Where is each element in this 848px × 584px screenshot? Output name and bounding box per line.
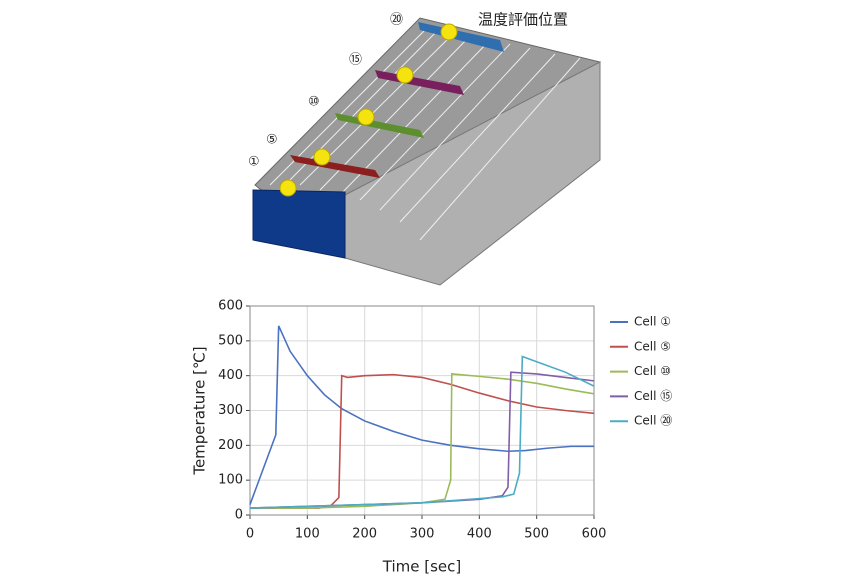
x-tick-label: 400 bbox=[467, 527, 492, 542]
sensor bbox=[313, 148, 331, 166]
sensors bbox=[279, 23, 458, 197]
legend-label: Cell ① bbox=[634, 315, 671, 329]
y-tick-label: 400 bbox=[218, 368, 243, 383]
series-line bbox=[250, 373, 595, 509]
y-tick-label: 300 bbox=[218, 403, 243, 418]
cell-20 bbox=[418, 22, 504, 52]
y-axis-label: Temperature [℃] bbox=[191, 346, 209, 475]
y-tick-label: 0 bbox=[235, 508, 243, 523]
cell-label: ⑤ bbox=[266, 133, 278, 148]
y-tick-label: 200 bbox=[218, 438, 243, 453]
series-line bbox=[249, 325, 594, 505]
legend-label: Cell ⑳ bbox=[634, 414, 672, 428]
x-tick-label: 0 bbox=[246, 527, 254, 542]
x-tick-label: 600 bbox=[582, 527, 607, 542]
cell-label: ① bbox=[248, 155, 260, 170]
sensor bbox=[357, 108, 375, 126]
x-tick-label: 200 bbox=[352, 527, 377, 542]
legend-label: Cell ⑤ bbox=[634, 339, 671, 353]
sensor bbox=[396, 66, 414, 84]
y-tick-label: 600 bbox=[218, 299, 243, 314]
x-tick-label: 300 bbox=[410, 527, 435, 542]
x-axis-label: Time [sec] bbox=[382, 558, 461, 576]
y-tick-label: 100 bbox=[218, 473, 243, 488]
series-line bbox=[250, 373, 595, 509]
battery-pack: ① ⑤ ⑩ ⑮ ⑳ 温度評価位置 bbox=[248, 11, 601, 286]
cell-label: ⑳ bbox=[390, 13, 403, 28]
cell-label: ⑩ bbox=[308, 95, 320, 110]
cell-5 bbox=[290, 155, 380, 178]
cell-1 bbox=[252, 189, 346, 259]
legend-label: Cell ⑩ bbox=[634, 364, 671, 378]
sensor bbox=[279, 179, 297, 197]
x-tick-label: 100 bbox=[295, 527, 320, 542]
y-tick-label: 500 bbox=[218, 333, 243, 348]
series-line bbox=[249, 355, 595, 509]
sensor bbox=[440, 23, 458, 41]
legend-label: Cell ⑮ bbox=[634, 389, 672, 403]
caption: 温度評価位置 bbox=[478, 11, 568, 29]
plot-frame bbox=[249, 305, 595, 516]
cell-label: ⑮ bbox=[349, 53, 362, 68]
cell-10 bbox=[335, 113, 424, 138]
x-tick-label: 500 bbox=[524, 527, 549, 542]
chart: 0 100 200 300 400 500 600 0 100 200 300 400 500 600 Ti… bbox=[191, 299, 673, 576]
